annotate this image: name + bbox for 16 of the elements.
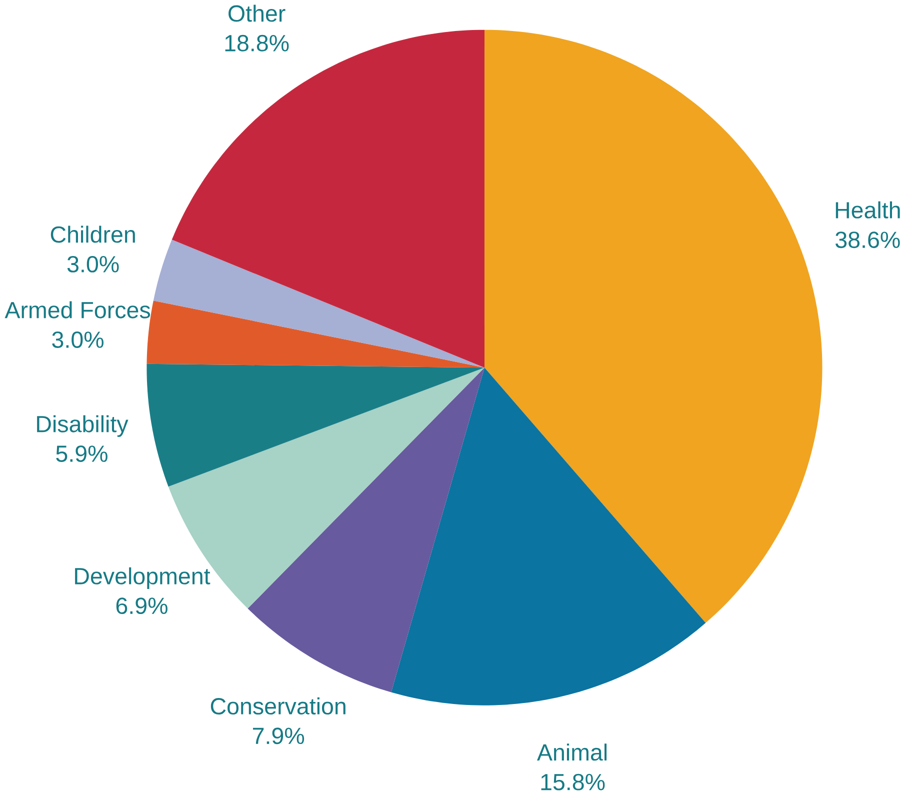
slice-label: Health (836, 201, 900, 218)
data-label: 15.8% (541, 774, 605, 790)
data-label: 3.0% (67, 256, 119, 272)
slice-label: Animal (536, 744, 607, 761)
data-label: 6.9% (116, 598, 168, 614)
data-label: 5.9% (56, 445, 108, 462)
data-label: 3.0% (52, 331, 104, 348)
data-label: 38.6% (836, 232, 900, 248)
slice-label: Children (50, 226, 135, 243)
slice-label: Disability (37, 415, 128, 437)
slice-label: Development (75, 567, 210, 590)
slice-label: Conservation (210, 697, 346, 715)
slice-label: Other (228, 4, 286, 22)
data-label: 18.8% (225, 34, 289, 52)
slice-label: Armed Forces (4, 301, 150, 318)
data-label: 7.9% (253, 728, 304, 744)
